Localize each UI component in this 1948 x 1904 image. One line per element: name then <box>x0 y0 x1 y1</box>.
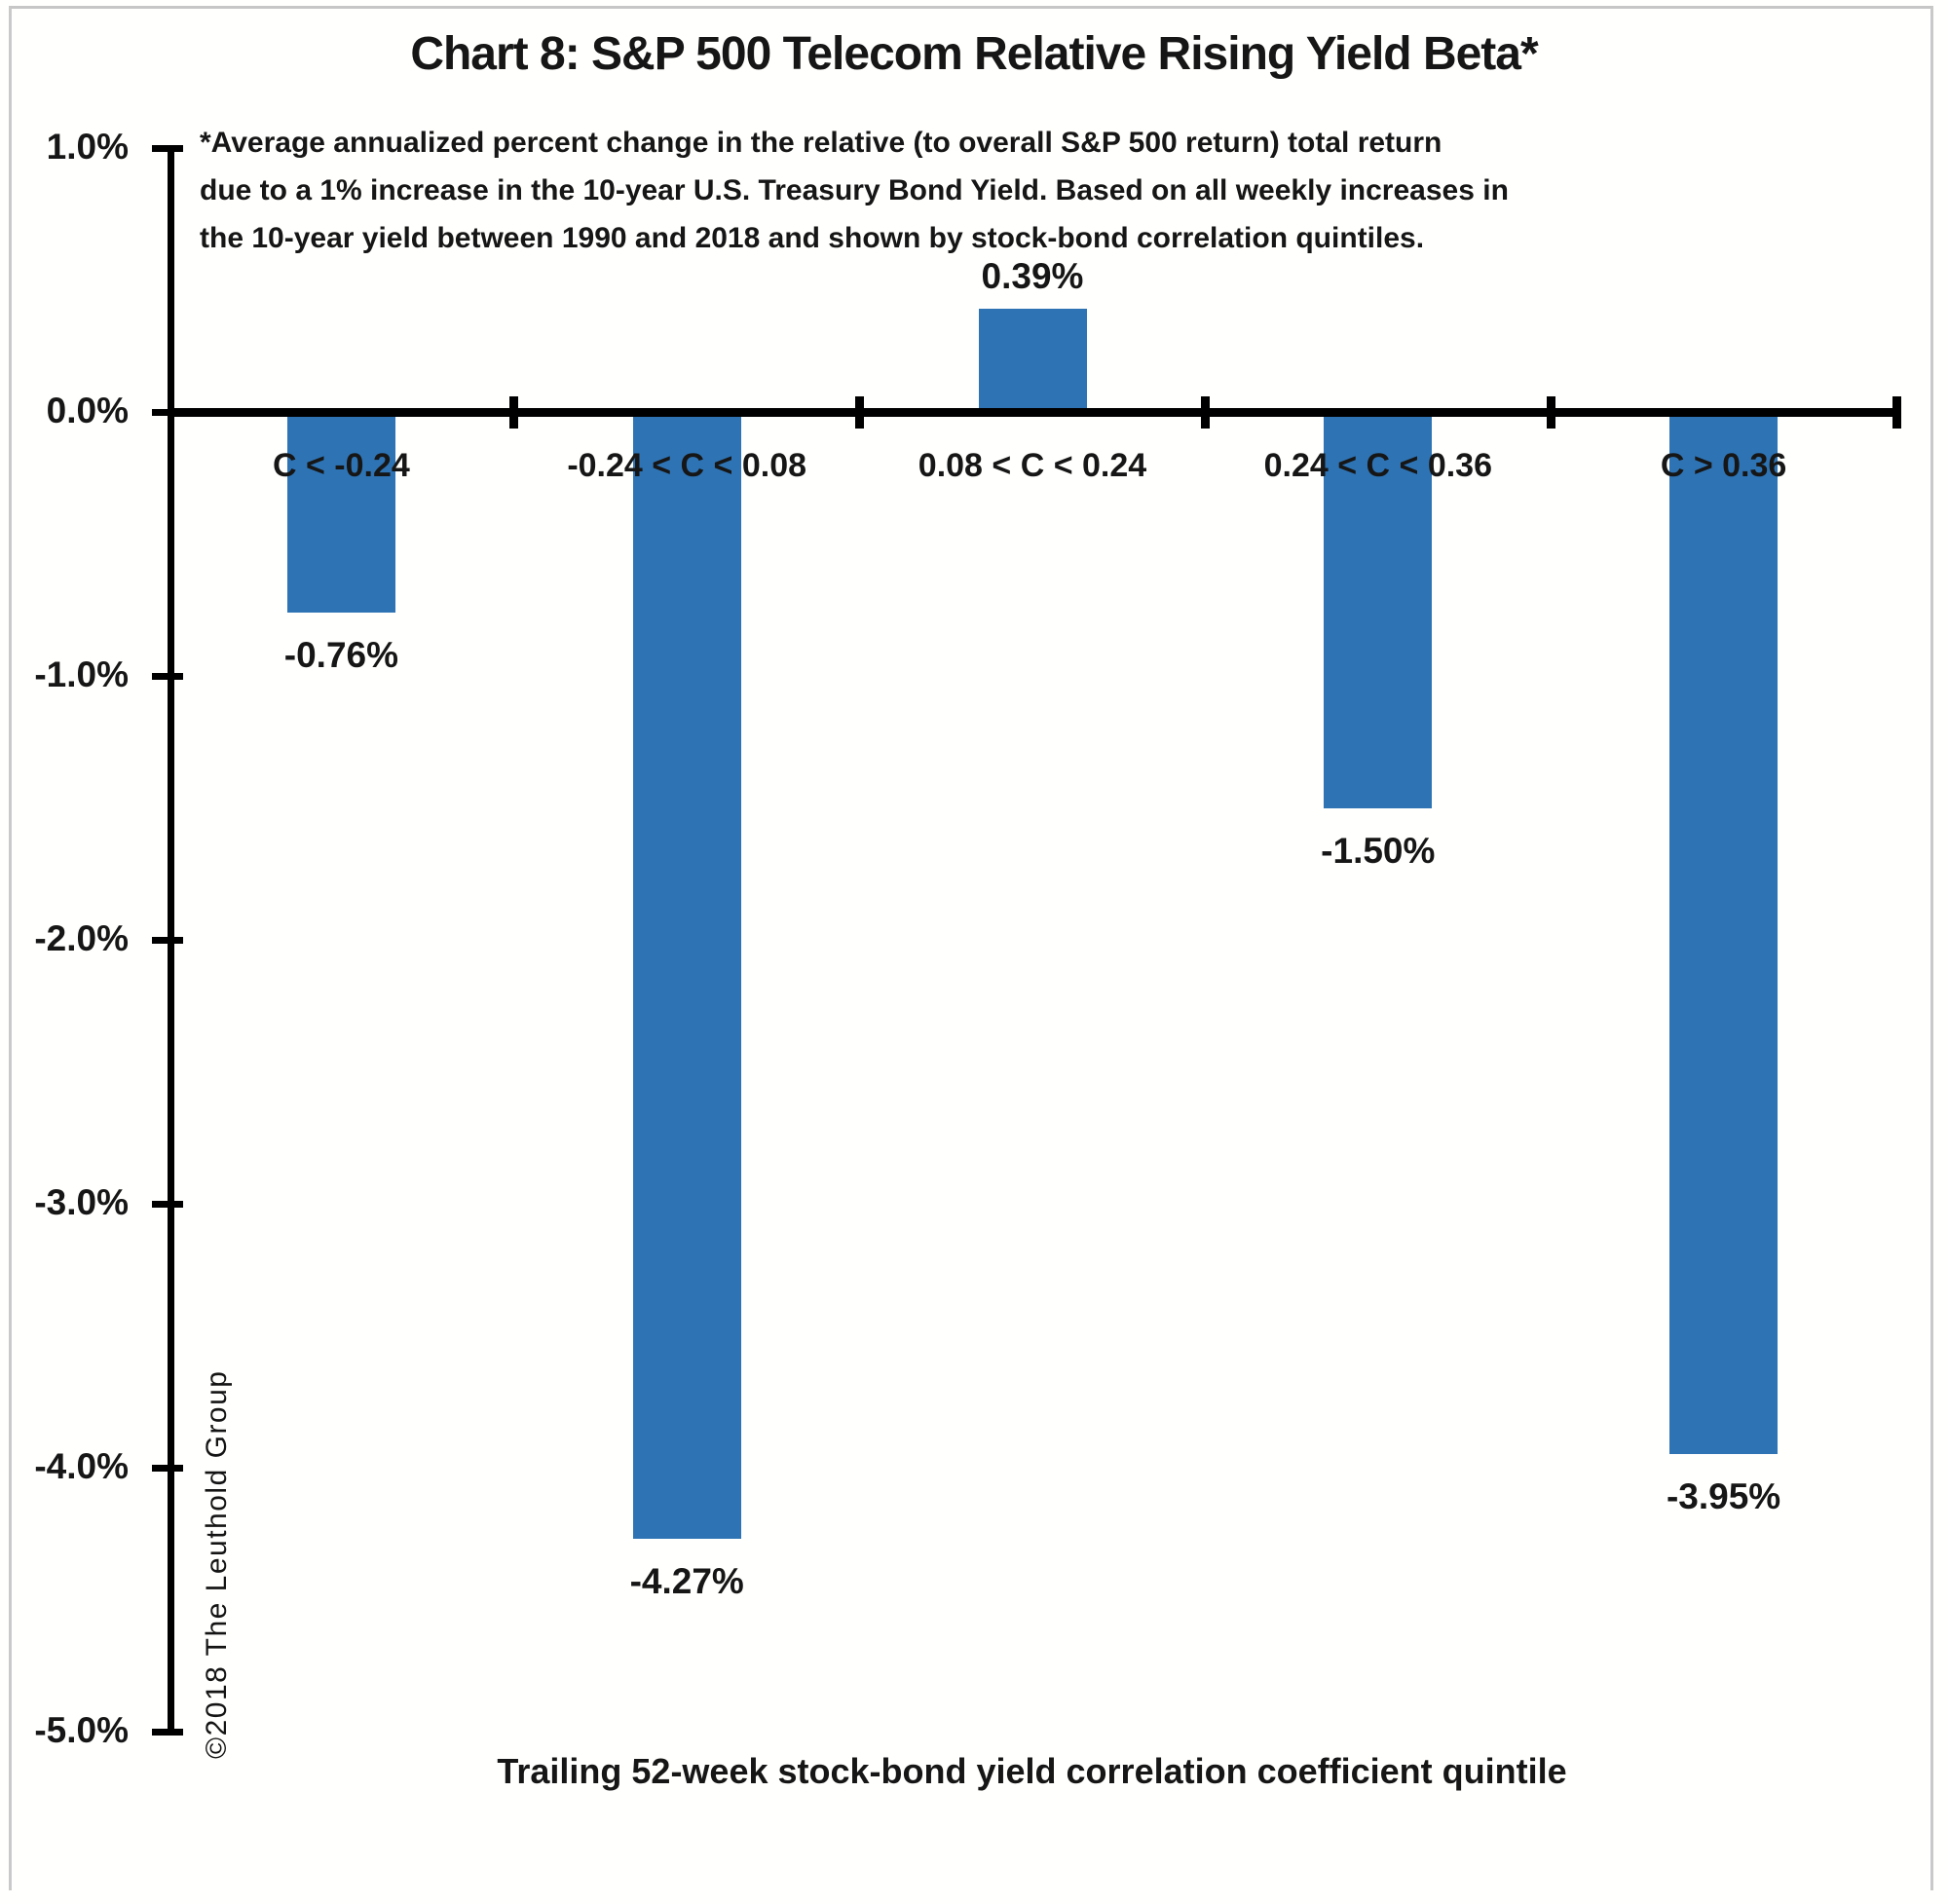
bar-3 <box>978 309 1087 408</box>
value-label-5: -3.95% <box>1666 1476 1781 1517</box>
copyright-text: ©2018 The Leuthold Group <box>201 1369 233 1760</box>
y-tick-label: -5.0% <box>34 1710 129 1750</box>
category-label-3: 0.08 < C < 0.24 <box>918 447 1147 484</box>
y-axis-tick <box>152 1729 183 1736</box>
value-label-3: 0.39% <box>981 256 1084 297</box>
chart-title: Chart 8: S&P 500 Telecom Relative Rising… <box>410 28 1538 80</box>
x-axis-title: Trailing 52-week stock-bond yield correl… <box>497 1751 1567 1791</box>
x-axis-line <box>168 408 1896 417</box>
category-label-4: 0.24 < C < 0.36 <box>1263 447 1492 484</box>
y-axis-tick <box>152 1201 183 1208</box>
category-label-1: C < -0.24 <box>272 447 410 484</box>
y-axis-tick <box>152 145 183 152</box>
bar-2 <box>632 417 741 1540</box>
y-axis-tick <box>152 937 183 944</box>
footnote-line-3: the 10-year yield between 1990 and 2018 … <box>200 222 1425 254</box>
y-tick-label: -2.0% <box>34 918 129 958</box>
y-tick-label: 0.0% <box>46 391 129 430</box>
y-tick-label: -3.0% <box>34 1182 129 1222</box>
bar-1 <box>286 417 395 613</box>
y-axis-tick <box>152 673 183 680</box>
category-label-5: C > 0.36 <box>1660 447 1787 484</box>
footnote-line-1: *Average annualized percent change in th… <box>200 127 1442 159</box>
value-label-4: -1.50% <box>1321 830 1436 871</box>
chart-footnote: *Average annualized percent change in th… <box>200 119 1509 262</box>
footnote-line-2: due to a 1% increase in the 10-year U.S.… <box>200 174 1509 206</box>
x-axis-tick <box>1892 396 1901 429</box>
category-label-2: -0.24 < C < 0.08 <box>567 447 807 484</box>
y-tick-label: -1.0% <box>34 654 129 694</box>
y-tick-label: -4.0% <box>34 1446 129 1486</box>
bar-4 <box>1324 417 1433 808</box>
y-axis-tick <box>152 1465 183 1472</box>
y-tick-label: 1.0% <box>46 127 129 167</box>
value-label-2: -4.27% <box>629 1561 744 1602</box>
bar-5 <box>1669 417 1779 1455</box>
value-label-1: -0.76% <box>283 634 398 675</box>
